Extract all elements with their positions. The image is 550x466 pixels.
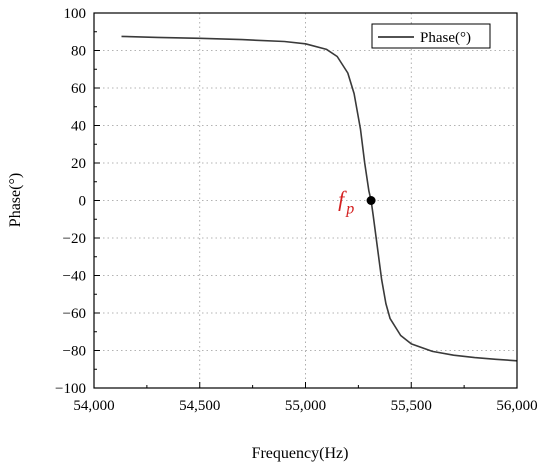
tick-labels: 54,000 54,500 55,000 55,500 56,000 −100 −80 −60…	[55, 6, 538, 414]
y-tick-label: −20	[63, 231, 86, 247]
series-layer	[121, 35, 518, 362]
fp-marker-point	[366, 196, 376, 205]
legend: Phase(°)	[371, 23, 491, 49]
y-axis-title: Phase(°)	[7, 173, 24, 227]
axis-ticks	[93, 12, 518, 389]
y-tick-label: 0	[79, 194, 87, 210]
fp-subscript: p	[345, 201, 354, 218]
x-tick-label: 54,000	[73, 398, 114, 414]
y-tick-label: 100	[64, 6, 87, 22]
y-tick-label: 20	[71, 156, 86, 172]
y-tick-label: 80	[71, 44, 86, 60]
y-tick-label: 60	[71, 81, 86, 97]
x-tick-label: 55,500	[391, 398, 432, 414]
legend-label: Phase(°)	[420, 30, 471, 46]
y-tick-label: 40	[71, 119, 86, 135]
y-tick-label: −80	[63, 344, 86, 360]
x-tick-label: 54,500	[179, 398, 220, 414]
x-tick-label: 55,000	[285, 398, 326, 414]
x-axis-title: Frequency(Hz)	[252, 445, 349, 462]
y-tick-label: −100	[55, 381, 86, 397]
legend-box	[371, 23, 491, 49]
grid-lines	[94, 13, 517, 388]
x-tick-label: 56,000	[496, 398, 537, 414]
phase-series-line	[121, 35, 518, 362]
y-tick-label: −40	[63, 269, 86, 285]
y-tick-label: −60	[63, 306, 86, 322]
